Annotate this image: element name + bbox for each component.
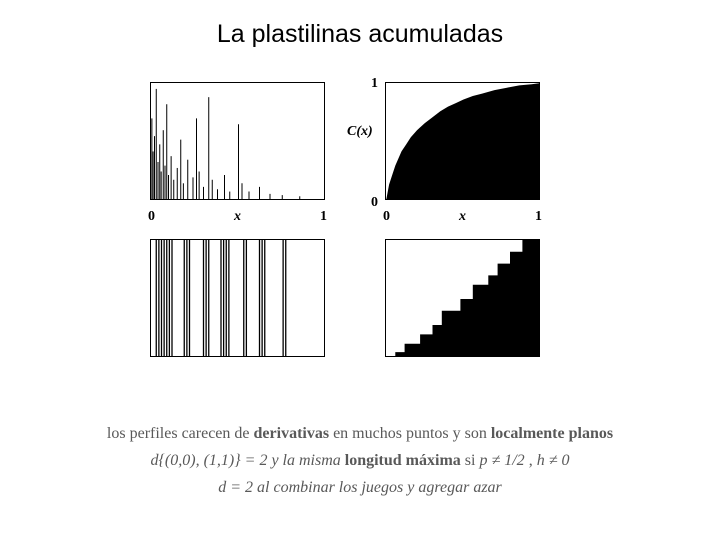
axis-label-tr-y1: 1 [371,76,378,92]
axis-label-tr-x0: 0 [383,209,390,225]
caption-bold: derivativas [254,425,330,442]
panel-bottom-right [385,239,540,357]
chart-row-top: 0 x 1 C(x) 1 0 0 x 1 [150,82,580,205]
page-title: La plastilinas acumuladas [0,20,720,49]
caption-math: d = 2 al combinar los juegos y agregar a… [218,479,502,496]
slide: La plastilinas acumuladas 0 x 1 C(x) 1 0… [0,0,720,540]
panel-top-left [150,82,325,200]
caption-block: los perfiles carecen de derivativas en m… [0,420,720,502]
caption-text: los perfiles carecen de [107,425,254,442]
caption-line-1: los perfiles carecen de derivativas en m… [0,420,720,447]
caption-line-3: d = 2 al combinar los juegos y agregar a… [0,474,720,501]
panel-bottom-left-wrap [150,239,325,362]
panel-bottom-left [150,239,325,357]
caption-math: d{(0,0), (1,1)} = 2 y la misma [151,452,345,469]
caption-line-2: d{(0,0), (1,1)} = 2 y la misma longitud … [0,447,720,474]
axis-label-tr-xvar: x [459,209,466,225]
caption-text: en muchos puntos y son [329,425,491,442]
caption-math: p ≠ 1/2 [479,452,524,469]
caption-math: h ≠ 0 [537,452,570,469]
panel-top-right-wrap: C(x) 1 0 0 x 1 [385,82,540,205]
axis-label-tr-ytitle: C(x) [347,124,373,140]
panel-top-right [385,82,540,200]
chart-grid: 0 x 1 C(x) 1 0 0 x 1 [150,82,580,370]
caption-bold: longitud máxima [345,452,461,469]
caption-bold: localmente planos [491,425,613,442]
panel-bottom-right-wrap [385,239,540,362]
chart-row-bottom [150,239,580,362]
axis-label-tl-x0: 0 [148,209,155,225]
axis-label-tr-x1: 1 [535,209,542,225]
caption-text: si [461,452,480,469]
axis-label-tr-y0: 0 [371,195,378,211]
axis-label-tl-xvar: x [234,209,241,225]
caption-text: , [525,452,537,469]
axis-label-tl-x1: 1 [320,209,327,225]
panel-top-left-wrap: 0 x 1 [150,82,325,205]
